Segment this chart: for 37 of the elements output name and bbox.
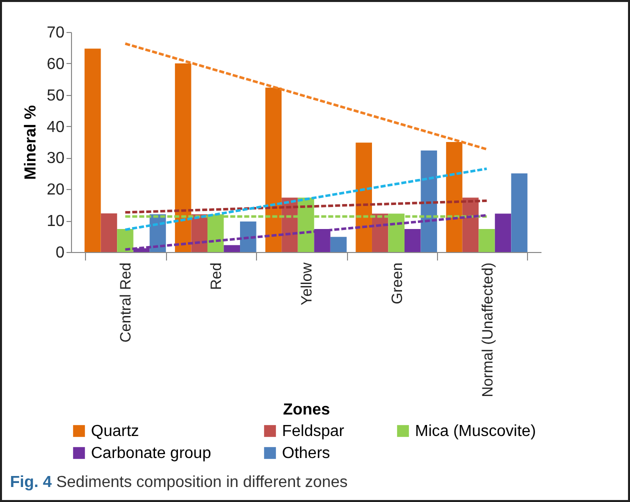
bar bbox=[100, 213, 118, 252]
bar bbox=[117, 229, 134, 252]
bar bbox=[84, 48, 101, 252]
bar bbox=[446, 142, 462, 252]
legend-label: Mica (Muscovite) bbox=[415, 423, 536, 440]
legend-label: Feldspar bbox=[282, 423, 345, 440]
bar bbox=[420, 150, 438, 252]
y-tick-label: 0 bbox=[56, 244, 65, 262]
x-tick-label: Central Red bbox=[118, 262, 135, 343]
y-tick-label: 60 bbox=[46, 56, 65, 73]
legend-label: Quartz bbox=[91, 423, 140, 440]
bar bbox=[478, 229, 495, 252]
bar bbox=[511, 173, 528, 252]
bar bbox=[462, 198, 479, 252]
x-tick-label: Normal (Unaffected) bbox=[479, 262, 496, 398]
caption: Fig. 4 Sediments composition in different zones bbox=[10, 474, 348, 492]
bar bbox=[265, 88, 282, 252]
bar bbox=[240, 222, 256, 252]
y-axis-title: Mineral % bbox=[22, 105, 40, 180]
bar bbox=[224, 245, 240, 252]
y-tick-label: 20 bbox=[46, 182, 65, 199]
x-tick-label: Green bbox=[388, 262, 406, 304]
bar bbox=[494, 214, 512, 252]
y-tick-label: 40 bbox=[46, 118, 65, 136]
x-axis-title: Zones bbox=[282, 401, 330, 418]
x-tick-label: Yellow bbox=[298, 262, 316, 306]
y-tick-label: 10 bbox=[46, 213, 65, 230]
legend-label: Carbonate group bbox=[91, 445, 212, 462]
x-tick-label: Red bbox=[208, 262, 226, 290]
bar bbox=[174, 63, 192, 252]
legend-label: Others bbox=[282, 445, 330, 462]
y-tick-label: 30 bbox=[46, 150, 65, 168]
bar bbox=[356, 142, 372, 252]
bar bbox=[330, 236, 347, 252]
y-tick-label: 50 bbox=[46, 87, 65, 104]
y-tick-label: 70 bbox=[46, 24, 65, 42]
bar bbox=[404, 229, 421, 252]
